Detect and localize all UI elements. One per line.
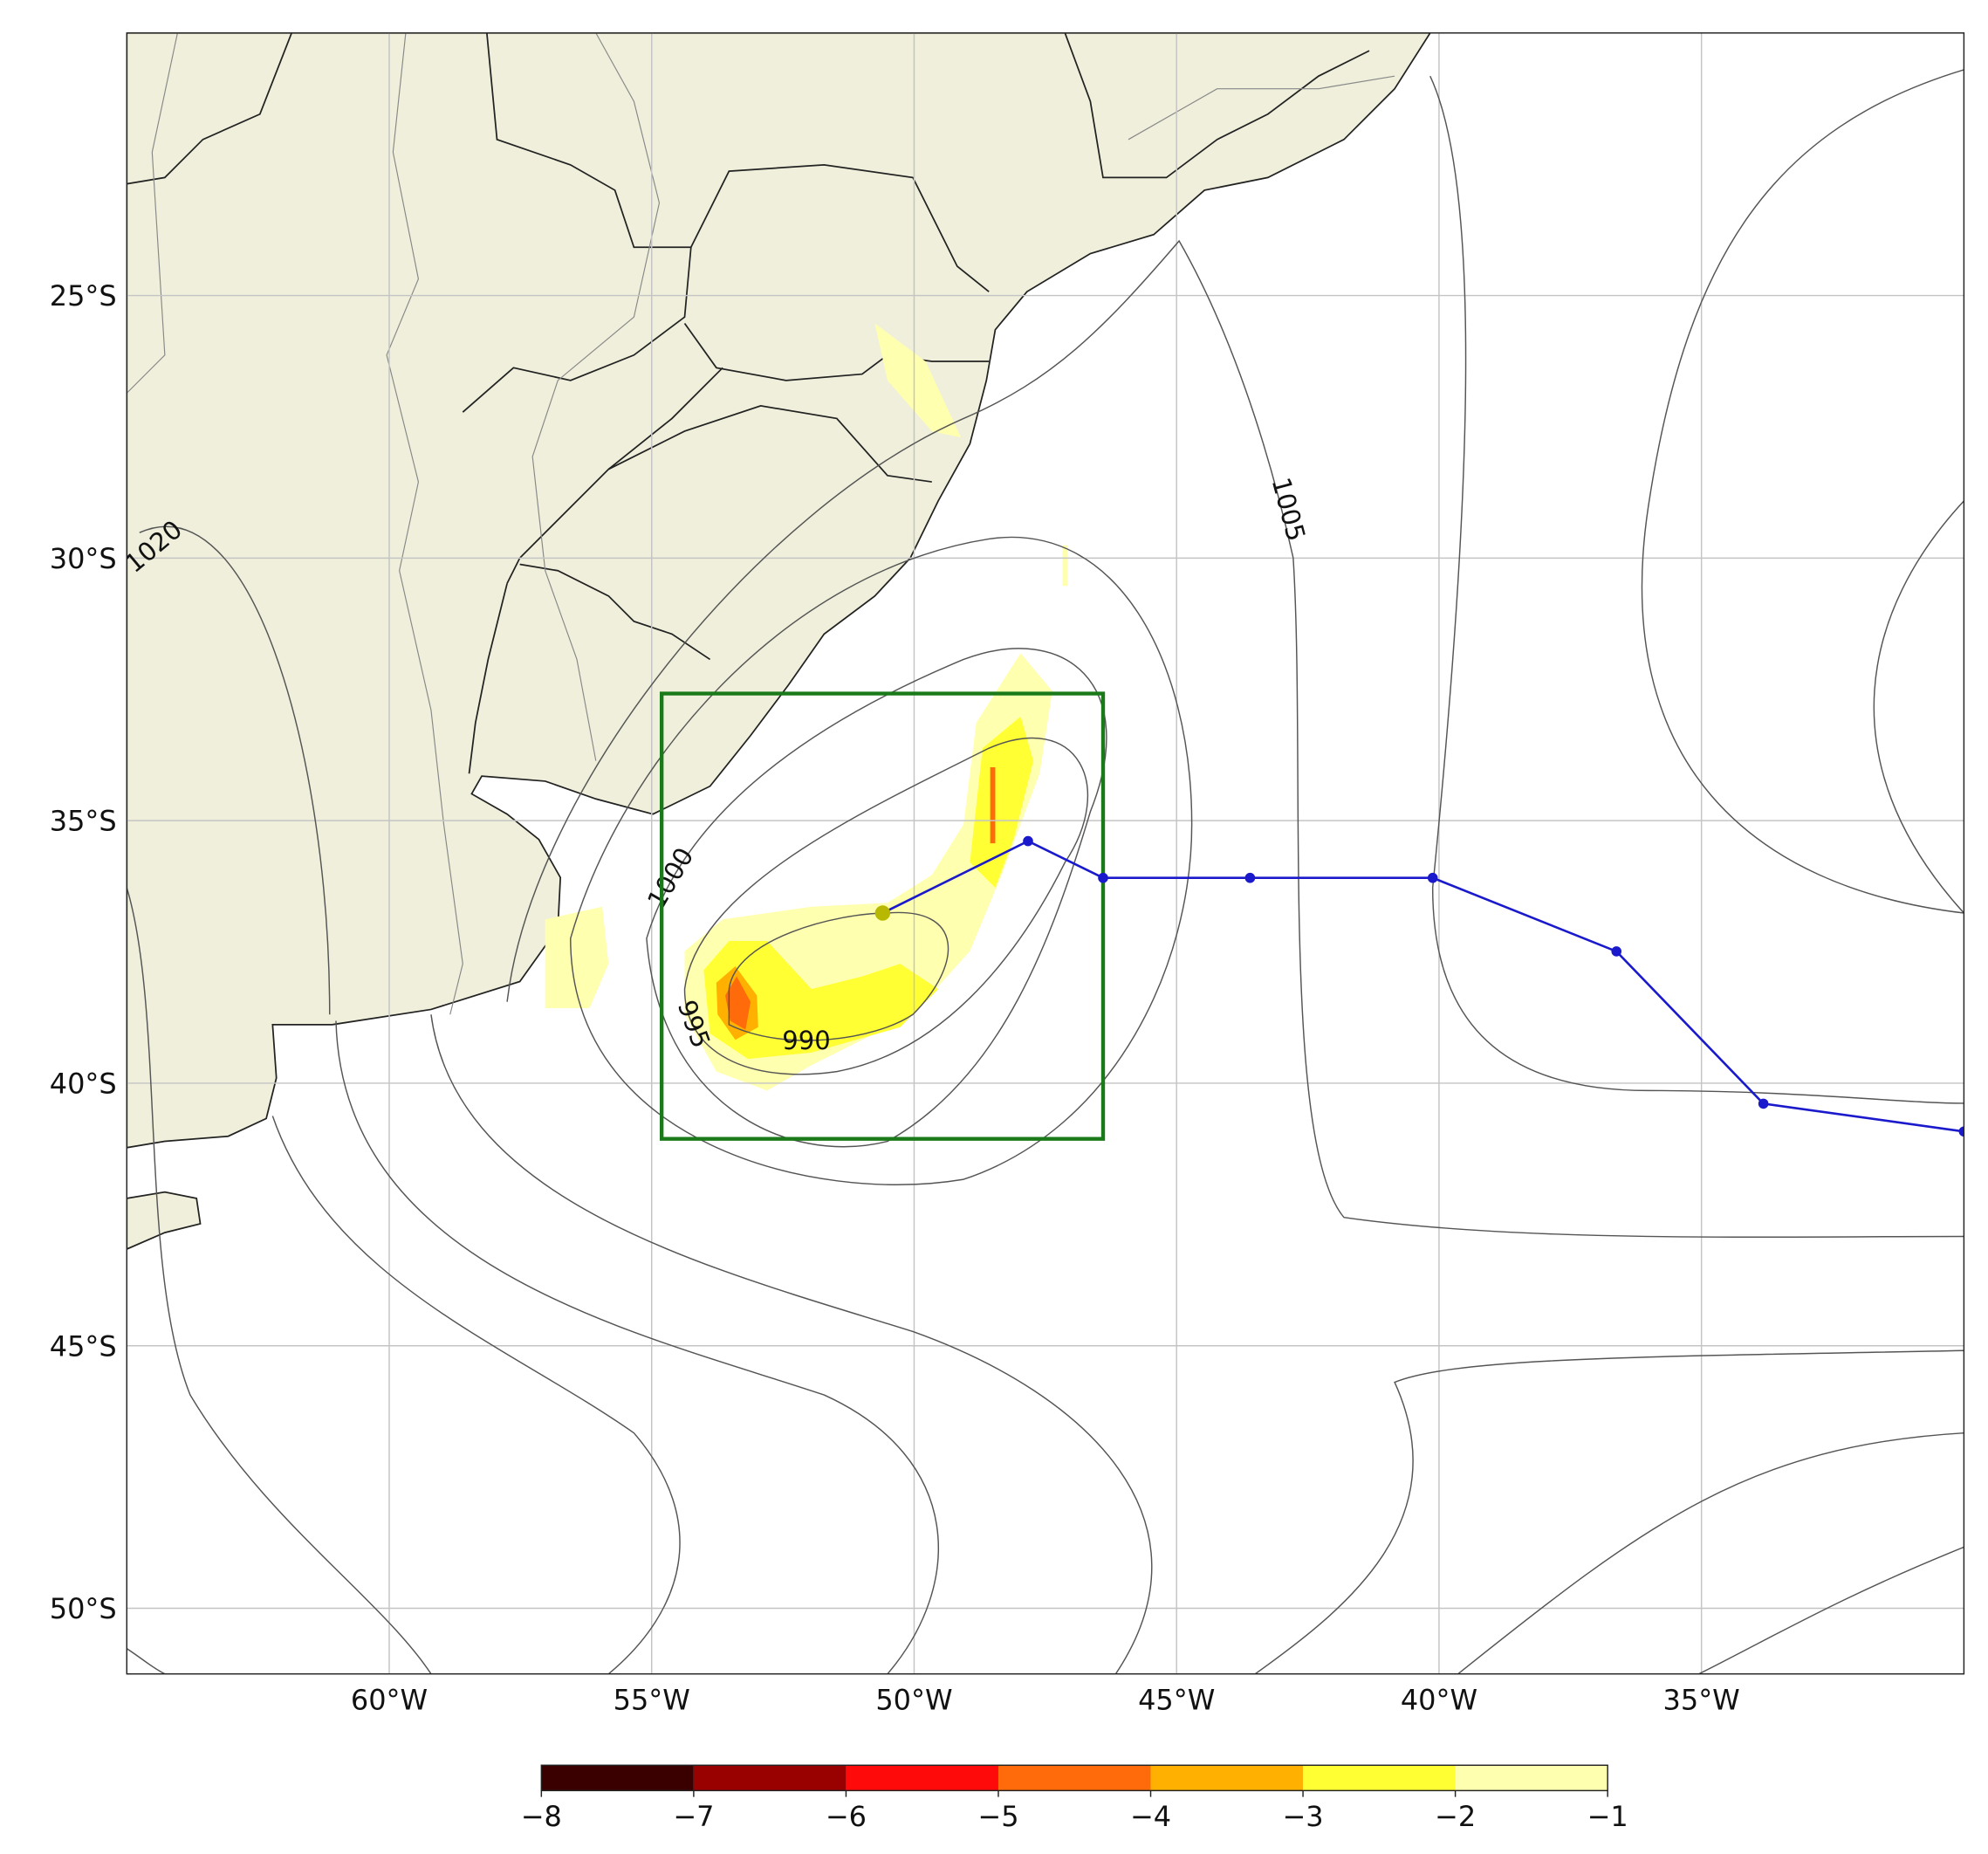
province-line xyxy=(386,32,463,1015)
shading xyxy=(1062,545,1068,587)
land xyxy=(127,1191,202,1250)
colorbar-tick-label: −8 xyxy=(521,1800,562,1833)
track-point xyxy=(1023,835,1033,847)
lon-tick-label: 40°W xyxy=(1401,1683,1477,1716)
track-line xyxy=(881,840,1964,1133)
lat-tick-label: 30°S xyxy=(50,542,117,575)
colorbar-tick-label: −2 xyxy=(1435,1800,1476,1833)
border xyxy=(127,32,292,185)
border xyxy=(519,563,711,661)
land xyxy=(127,32,1431,1149)
track-point xyxy=(1098,872,1108,883)
contour xyxy=(683,737,1088,1075)
border xyxy=(506,367,723,584)
colorbar-tick-label: −4 xyxy=(1130,1800,1171,1833)
colorbar-segment xyxy=(1150,1765,1304,1791)
colorbar-segment xyxy=(1455,1765,1608,1791)
contour xyxy=(1429,75,1964,1104)
track-point xyxy=(1958,1126,1964,1137)
colorbar-segment xyxy=(541,1765,694,1791)
analysis-box xyxy=(659,691,1106,1141)
colorbar-frame xyxy=(540,1764,1608,1792)
contour xyxy=(335,1020,939,1674)
lon-tick-label: 60°W xyxy=(351,1683,428,1716)
contour-label: 1000 xyxy=(641,842,699,913)
shading xyxy=(545,906,609,1008)
lon-tick-label: 35°W xyxy=(1663,1683,1740,1716)
colorbar-tick-label: −3 xyxy=(1283,1800,1324,1833)
border xyxy=(683,322,990,381)
lat-tick-label: 35°S xyxy=(50,805,117,838)
colorbar-tick-label: −5 xyxy=(977,1800,1018,1833)
colorbar-segment xyxy=(1303,1765,1456,1791)
colorbar-tick-label: −1 xyxy=(1587,1800,1628,1833)
shading xyxy=(970,716,1034,888)
track-point xyxy=(1427,872,1438,883)
contour xyxy=(1641,69,1964,914)
contour xyxy=(728,911,949,1041)
track-point xyxy=(1611,946,1622,957)
labels: 60°W 55°W 50°W 45°W 40°W 35°W 25°S 30°S 35°S 40°S… xyxy=(50,279,1740,1833)
border xyxy=(690,163,990,292)
shading xyxy=(990,766,996,844)
border xyxy=(1064,32,1370,179)
contour xyxy=(127,887,432,1674)
colorbar-tick-label: −6 xyxy=(826,1800,867,1833)
shading xyxy=(725,976,751,1030)
lat-tick-label: 25°S xyxy=(50,279,117,312)
contour xyxy=(1873,500,1964,914)
contour xyxy=(139,525,331,1015)
contour xyxy=(271,1116,681,1674)
contour-label: 990 xyxy=(782,1026,830,1055)
contour xyxy=(1698,1546,1964,1674)
grid xyxy=(127,32,1964,1674)
contour xyxy=(1254,1349,1964,1674)
lat-tick-label: 40°S xyxy=(50,1068,117,1101)
contour xyxy=(570,536,1193,1185)
lon-tick-label: 50°W xyxy=(875,1683,952,1716)
lat-tick-label: 50°S xyxy=(50,1592,117,1625)
province-line xyxy=(127,32,178,394)
province-line xyxy=(531,32,661,761)
track-point xyxy=(1758,1098,1769,1109)
lat-tick-label: 45°S xyxy=(50,1329,117,1363)
border xyxy=(468,583,508,774)
border xyxy=(607,405,932,483)
province-line xyxy=(1128,75,1395,141)
contour xyxy=(127,1648,166,1674)
colorbar-segment xyxy=(846,1765,998,1791)
lon-tick-label: 55°W xyxy=(614,1683,690,1716)
shading xyxy=(874,323,962,438)
contour-label: 1005 xyxy=(1266,474,1312,544)
map-frame xyxy=(126,32,1965,1675)
contour xyxy=(1457,1432,1964,1674)
contour xyxy=(506,239,1964,1239)
colorbar-tick-label: −7 xyxy=(673,1800,714,1833)
track-point xyxy=(1244,872,1256,883)
colorbar-segment xyxy=(693,1765,847,1791)
colorbar-segment xyxy=(997,1765,1151,1791)
contour xyxy=(430,1014,1153,1674)
track-start xyxy=(874,905,891,921)
lon-tick-label: 45°W xyxy=(1138,1683,1215,1716)
